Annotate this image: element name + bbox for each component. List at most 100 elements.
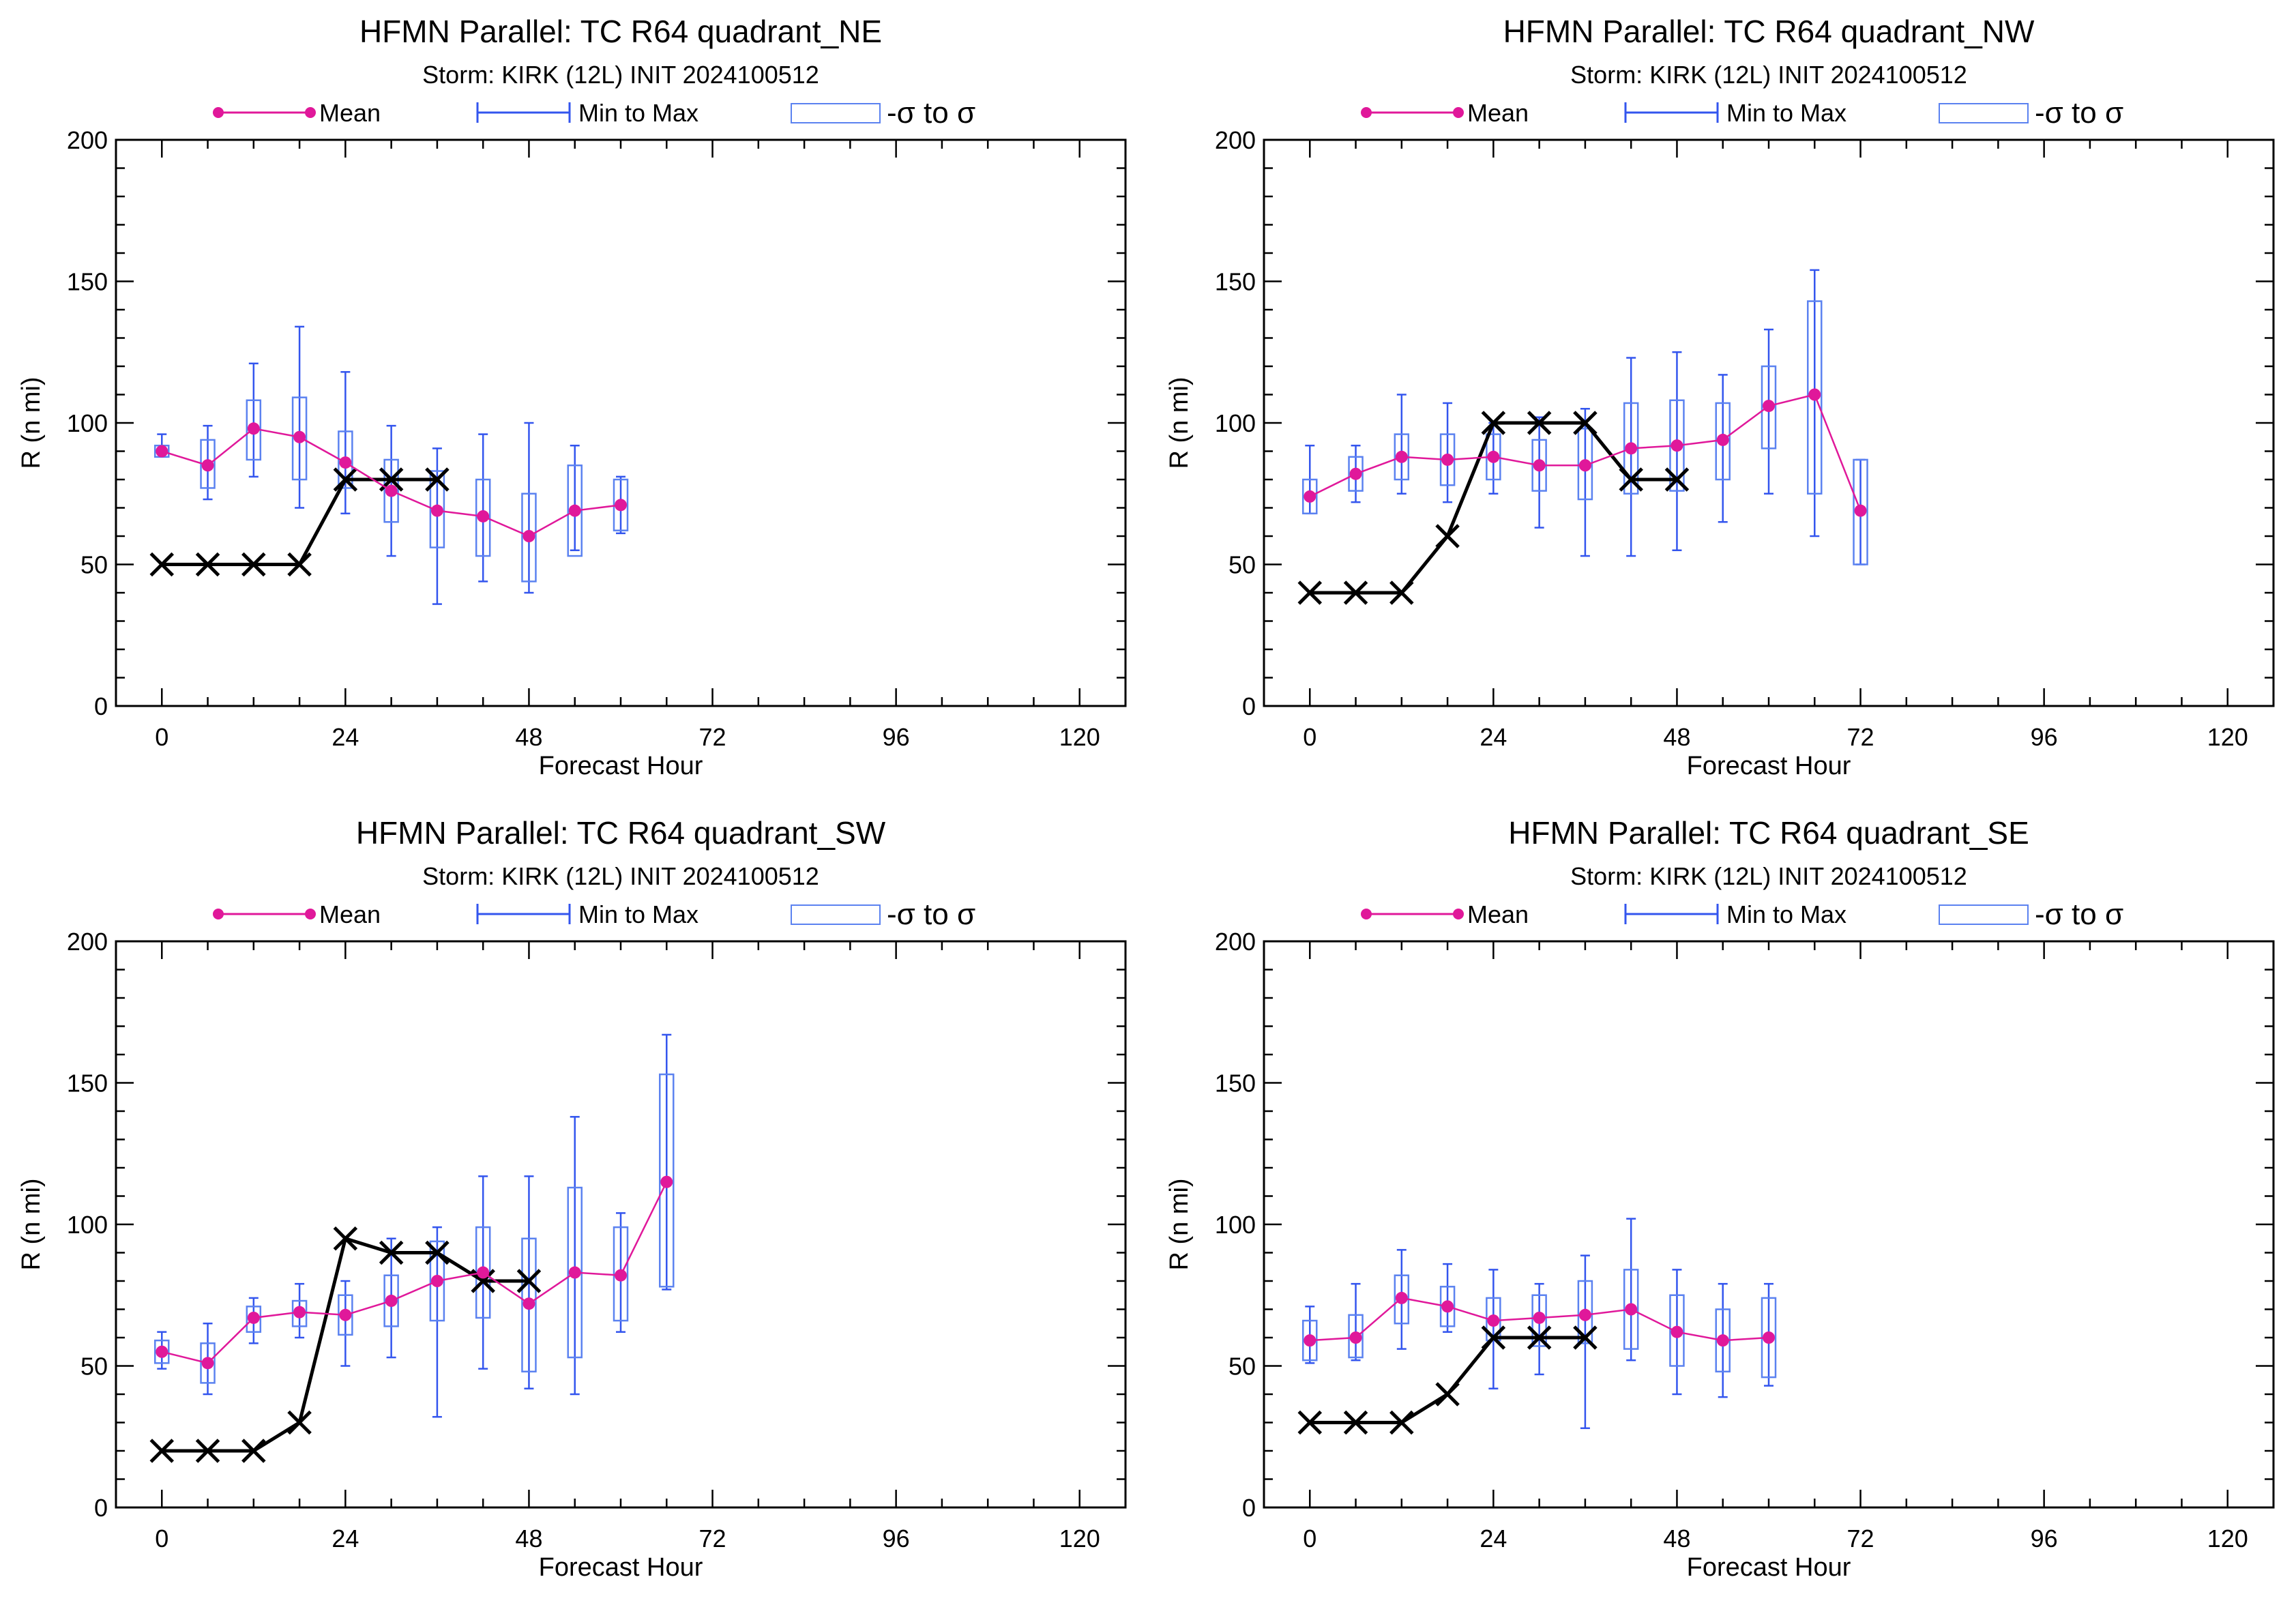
- best-track-x-stroke: [1389, 1410, 1414, 1435]
- legend-sigma-label: -σ to σ: [2035, 96, 2123, 130]
- whisker: [1580, 1254, 1590, 1430]
- x-axis-label: Forecast Hour: [1687, 752, 1851, 780]
- whisker: [1534, 1282, 1544, 1376]
- sigma-box: [429, 1240, 445, 1322]
- y-axis-label: R (n mi): [17, 377, 46, 469]
- mean-point: [1671, 439, 1683, 452]
- legend: Mean Min to Max -σ to σ: [1361, 898, 2123, 931]
- chart-subtitle: Storm: KIRK (12L) INIT 2024100512: [1570, 61, 1967, 89]
- x-tick-label: 120: [1059, 1525, 1100, 1552]
- y-tick-label: 0: [1242, 692, 1256, 720]
- whisker: [1488, 1269, 1499, 1389]
- y-tick-label: 150: [67, 268, 108, 296]
- legend-sigma-box: [1939, 103, 2029, 123]
- legend-range-label: Min to Max: [578, 99, 698, 127]
- best-track-x-stroke: [149, 552, 175, 577]
- best-track-x-stroke: [241, 1439, 266, 1463]
- whisker: [570, 444, 580, 551]
- best-track-marker: [1527, 1325, 1552, 1350]
- mean-point: [477, 1266, 490, 1279]
- mean-point: [156, 445, 168, 458]
- sigma-box: [1439, 1286, 1456, 1327]
- whisker: [1626, 357, 1636, 557]
- whisker: [340, 1280, 351, 1367]
- y-tick-label: 150: [1215, 1070, 1256, 1098]
- x-tick-label: 72: [699, 723, 726, 751]
- mean-point: [201, 1357, 214, 1370]
- y-tick-label: 100: [67, 409, 108, 437]
- sigma-box: [1577, 1280, 1593, 1344]
- y-tick-label: 200: [67, 126, 108, 154]
- best-track-line: [1310, 1336, 1585, 1424]
- y-tick-label: 200: [1215, 126, 1256, 154]
- x-axis-label: Forecast Hour: [539, 1553, 703, 1582]
- x-axis-label: Forecast Hour: [539, 752, 703, 780]
- x-tick-label: 120: [2207, 723, 2248, 751]
- sigma-box: [383, 1274, 399, 1327]
- whisker: [1351, 1282, 1361, 1361]
- best-track-x-stroke: [1527, 411, 1552, 435]
- mean-point: [568, 1266, 581, 1279]
- chart-title: HFMN Parallel: TC R64 quadrant_NW: [1503, 14, 2035, 49]
- best-track-x-stroke: [1297, 1410, 1323, 1435]
- legend-sigma-label: -σ to σ: [887, 898, 975, 931]
- chart-title: HFMN Parallel: TC R64 quadrant_SW: [356, 815, 886, 851]
- mean-point: [1716, 433, 1729, 446]
- chart-panel-2: HFMN Parallel: TC R64 quadrant_SW Storm: …: [17, 815, 1127, 1582]
- sigma-box: [1302, 478, 1318, 515]
- sigma-box: [521, 492, 537, 583]
- best-track-marker: [379, 1240, 404, 1265]
- best-track-x-stroke: [425, 467, 450, 492]
- legend-mean-marker: [1361, 107, 1372, 118]
- mean-point: [1625, 442, 1638, 455]
- mean-point: [1808, 388, 1821, 401]
- best-track-marker: [1343, 1410, 1368, 1435]
- legend-mean-marker: [213, 909, 224, 919]
- legend-mean-marker: [305, 909, 316, 919]
- legend: Mean Min to Max -σ to σ: [1361, 96, 2123, 130]
- mean-point: [1716, 1334, 1729, 1347]
- y-tick-label: 0: [94, 692, 108, 720]
- best-track-x-stroke: [1527, 1325, 1552, 1350]
- x-tick-label: 72: [1847, 723, 1874, 751]
- best-track-marker: [1619, 467, 1643, 492]
- mean-point: [1763, 400, 1775, 413]
- chart-title: HFMN Parallel: TC R64 quadrant_NE: [359, 14, 882, 49]
- x-tick-label: 120: [1059, 723, 1100, 751]
- whisker: [478, 433, 488, 583]
- whisker: [524, 422, 534, 594]
- mean-point: [477, 510, 490, 522]
- legend-mean-label: Mean: [1467, 99, 1529, 127]
- best-track-x-stroke: [425, 1240, 450, 1265]
- whisker: [432, 447, 442, 605]
- y-tick-label: 200: [67, 928, 108, 956]
- mean-point: [156, 1345, 168, 1358]
- sigma-box: [1577, 428, 1593, 501]
- whisker: [295, 325, 305, 509]
- sigma-box: [659, 1073, 675, 1288]
- best-track-marker: [1527, 411, 1552, 435]
- mean-point: [247, 1311, 260, 1324]
- best-track-x-stroke: [195, 1439, 220, 1463]
- mean-point: [1578, 1308, 1591, 1321]
- y-tick-label: 0: [1242, 1494, 1256, 1522]
- mean-point: [1763, 1331, 1775, 1344]
- mean-point: [1854, 504, 1867, 517]
- sigma-box: [291, 396, 308, 481]
- best-track-x-stroke: [287, 552, 312, 577]
- whisker: [570, 1116, 580, 1396]
- best-track-marker: [149, 1439, 175, 1463]
- legend-range-label: Min to Max: [1726, 99, 1846, 127]
- x-tick-label: 24: [332, 1525, 359, 1552]
- whisker: [662, 1033, 672, 1291]
- best-track-x-stroke: [333, 467, 358, 492]
- best-track-x-stroke: [1573, 411, 1598, 435]
- best-track-x-stroke: [1573, 1325, 1598, 1350]
- best-track-x-stroke: [149, 1439, 175, 1463]
- mean-point: [1395, 450, 1408, 463]
- chart-panel-3: HFMN Parallel: TC R64 quadrant_SE Storm: …: [1165, 815, 2275, 1582]
- mean-point: [1533, 459, 1546, 472]
- mean-point: [1671, 1325, 1683, 1338]
- legend: Mean Min to Max -σ to σ: [213, 96, 975, 130]
